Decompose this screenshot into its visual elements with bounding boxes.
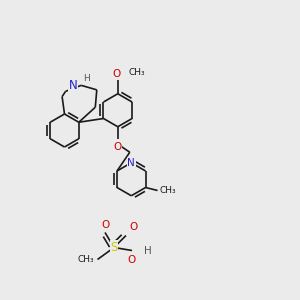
- Text: CH₃: CH₃: [159, 186, 176, 195]
- Text: O: O: [114, 142, 122, 152]
- Text: CH₃: CH₃: [128, 68, 145, 77]
- Text: N: N: [128, 158, 135, 168]
- Text: O: O: [128, 255, 136, 265]
- Text: CH₃: CH₃: [78, 255, 94, 264]
- Text: H: H: [144, 245, 152, 256]
- Text: S: S: [110, 241, 118, 254]
- Text: O: O: [112, 69, 120, 79]
- Text: O: O: [101, 220, 109, 230]
- Text: O: O: [129, 223, 137, 232]
- Text: H: H: [83, 74, 90, 83]
- Text: N: N: [69, 79, 78, 92]
